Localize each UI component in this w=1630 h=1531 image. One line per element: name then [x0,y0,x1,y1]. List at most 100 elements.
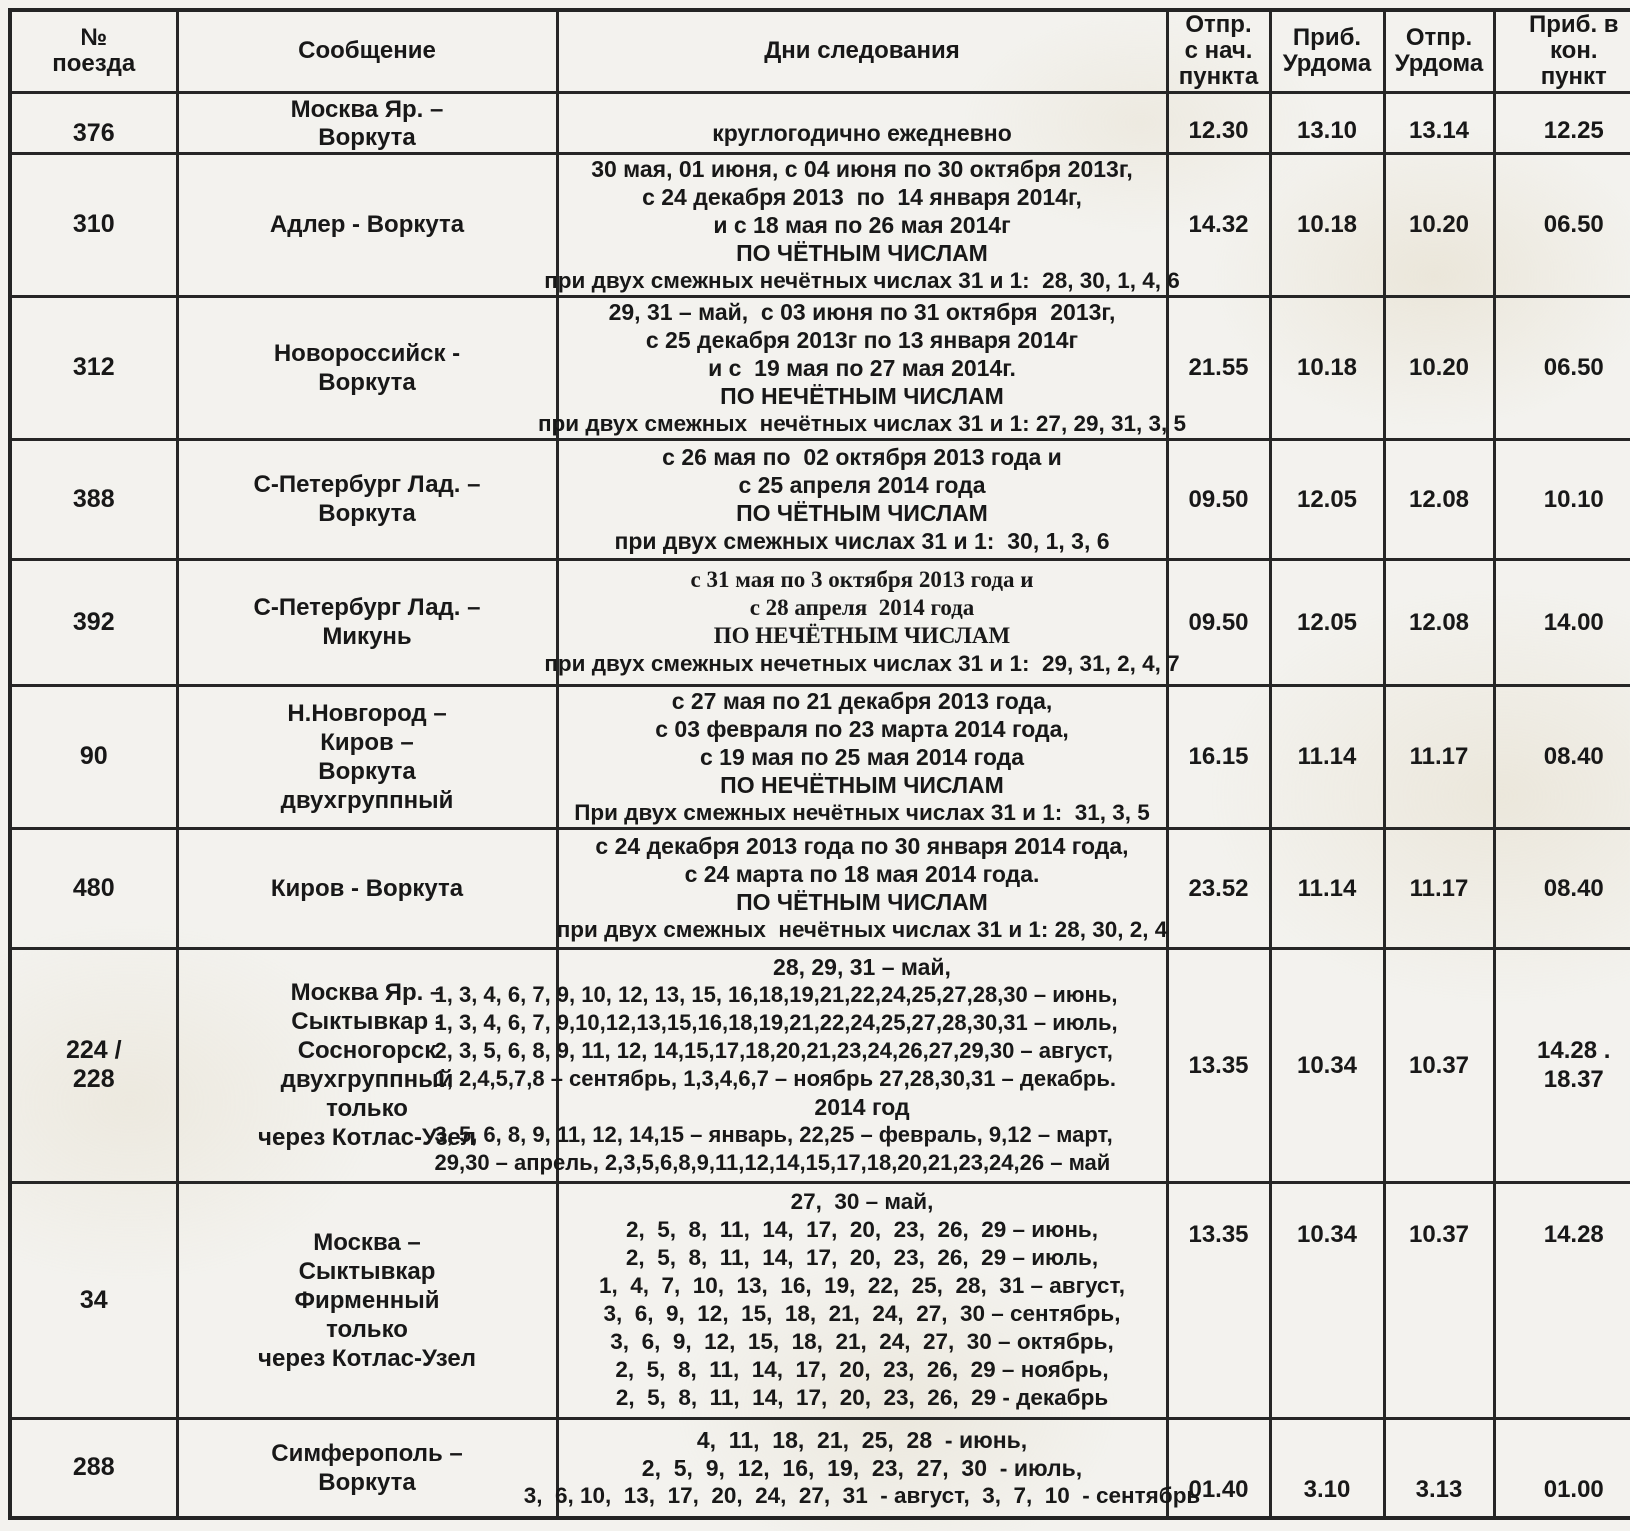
train-number: 376 [8,90,179,155]
day-line: ПО НЕЧЁТНЫМ ЧИСЛАМ [720,382,1004,409]
day-line: 1, 4, 7, 10, 13, 16, 19, 22, 25, 28, 31 … [598,1273,1126,1298]
time-arrival-destination: 12.25 [1492,90,1630,155]
day-line: 1, 2,4,5,7,8 – сентябрь, 1,3,4,6,7 – ноя… [434,1066,1117,1091]
time-departure-urdoma: 12.08 [1382,557,1496,687]
time-departure-origin: 14.32 [1165,151,1272,298]
day-line: ПО НЕЧЁТНЫМ ЧИСЛАМ [713,623,1011,648]
day-line: 29, 31 – май, с 03 июня по 31 октября 20… [608,298,1116,325]
train-route: Москва – Сыктывкар Фирменный только чере… [175,1180,559,1420]
day-line: 2, 5, 8, 11, 14, 17, 20, 23, 26, 29 - де… [615,1385,1109,1410]
train-number: 480 [8,826,179,950]
day-line: с 25 апреля 2014 года [738,472,986,498]
day-line: и с 18 мая по 26 мая 2014г [713,211,1011,238]
day-line: 1, 3, 4, 6, 7, 9, 10, 12, 13, 15, 16,18,… [434,982,1118,1007]
time-arrival-urdoma: 13.10 [1268,90,1386,155]
day-line: с 31 мая по 3 октября 2013 года и [690,567,1034,592]
train-days-cell: 28, 29, 31 – май, 1, 3, 4, 6, 7, 9, 10, … [435,946,1169,1184]
day-line: при двух смежных нечётных числах 31 и 1:… [537,410,1187,436]
time-arrival-destination: 14.28 [1492,1180,1630,1420]
train-route: Москва Яр. – Сыктывкар - Сосногорск двух… [175,946,559,1184]
time-arrival-urdoma: 12.05 [1268,557,1386,687]
train-route: Новороссийск - Воркута [175,294,559,441]
time-arrival-destination: 06.50 [1492,151,1630,298]
day-line: 2014 год [814,1094,910,1120]
time-departure-urdoma: 11.17 [1382,683,1496,830]
train-days-cell: 30 мая, 01 июня, с 04 июня по 30 октября… [544,151,1180,298]
time-departure-origin: 13.35 [1165,1180,1272,1420]
time-departure-urdoma: 10.37 [1382,1180,1496,1420]
time-departure-urdoma: 11.17 [1382,826,1496,950]
table-row-train-288: 288 Симферополь – Воркута 4, 11, 18, 21,… [8,1416,1630,1520]
train-days-cell: круглогодично ежедневно [555,90,1169,155]
day-line: ПО ЧЁТНЫМ ЧИСЛАМ [736,500,988,526]
time-departure-urdoma: 10.20 [1382,151,1496,298]
day-line: и с 19 мая по 27 мая 2014г. [708,354,1016,381]
time-arrival-urdoma: 12.05 [1268,437,1386,561]
time-departure-urdoma: 13.14 [1382,90,1496,155]
time-departure-urdoma: 10.20 [1382,294,1496,441]
train-number: 90 [8,683,179,830]
time-departure-origin: 12.30 [1165,90,1272,155]
train-days-cell: с 31 мая по 3 октября 2013 года и с 28 а… [544,557,1180,687]
time-arrival-destination: 08.40 [1492,826,1630,950]
time-arrival-urdoma: 10.34 [1268,1180,1386,1420]
time-arrival-destination: 14.00 [1492,557,1630,687]
scanned-train-timetable-page: { "table": { "headers": [ "№\nпоезда", "… [0,8,1630,1531]
train-number: 224 / 228 [8,946,179,1184]
col-header-departure-origin: Отпр. с нач. пункта [1165,8,1272,94]
train-days-cell: с 27 мая по 21 декабря 2013 года, с 03 ф… [555,683,1169,830]
train-number: 392 [8,557,179,687]
time-departure-origin: 23.52 [1165,826,1272,950]
time-arrival-urdoma: 10.18 [1268,294,1386,441]
table-row-train-388: 388 С-Петербург Лад. – Воркута с 26 мая … [8,437,1630,561]
day-line: 2, 5, 8, 11, 14, 17, 20, 23, 26, 29 – но… [615,1357,1109,1382]
col-header-arrival-destination: Приб. в кон. пункт [1492,8,1630,94]
train-schedule-table: № поезда Сообщение Дни следования Отпр. … [8,8,1630,1520]
day-line: 28, 29, 31 – май, [773,954,951,980]
day-line: с 26 мая по 02 октября 2013 года и [662,444,1062,470]
day-line: с 28 апреля 2014 года [749,595,975,620]
time-departure-origin: 13.35 [1165,946,1272,1184]
day-line: 3, 6, 9, 12, 15, 18, 21, 24, 27, 30 – се… [603,1301,1121,1326]
table-row-train-480: 480 Киров - Воркута с 24 декабря 2013 го… [8,826,1630,950]
time-arrival-urdoma: 11.14 [1268,683,1386,830]
train-days-cell: 4, 11, 18, 21, 25, 28 - июнь, 2, 5, 9, 1… [524,1416,1200,1520]
train-number: 34 [8,1180,179,1420]
day-line: При двух смежных нечётных числах 31 и 1:… [574,799,1150,825]
time-arrival-destination: 06.50 [1492,294,1630,441]
train-route: С-Петербург Лад. – Воркута [175,437,559,561]
time-arrival-destination: 10.10 [1492,437,1630,561]
time-departure-origin: 21.55 [1165,294,1272,441]
day-line: 27, 30 – май, [790,1189,934,1214]
time-arrival-urdoma: 10.18 [1268,151,1386,298]
time-departure-urdoma: 3.13 [1382,1416,1496,1520]
col-header-days: Дни следования [555,8,1169,94]
day-line: с 24 декабря 2013 года по 30 января 2014… [595,833,1129,859]
col-header-arrival-urdoma: Приб. Урдома [1268,8,1386,94]
table-row-train-34: 34 Москва – Сыктывкар Фирменный только ч… [8,1180,1630,1420]
train-route: Н.Новгород – Киров – Воркута двухгруппны… [175,683,559,830]
day-line: с 24 декабря 2013 по 14 января 2014г, [642,183,1082,210]
time-arrival-destination: 01.00 [1492,1416,1630,1520]
day-line: 3, 5, 6, 8, 9, 11, 12, 14,15 – январь, 2… [434,1122,1113,1147]
day-line: 2, 5, 8, 11, 14, 17, 20, 23, 26, 29 – ию… [625,1245,1099,1270]
day-line: при двух смежных нечётных числах 31 и 1:… [544,267,1180,293]
header-row: № поезда Сообщение Дни следования Отпр. … [8,8,1630,94]
day-line: 3, 6, 9, 12, 15, 18, 21, 24, 27, 30 – ок… [610,1329,1114,1354]
day-line: при двух смежных числах 31 и 1: 30, 1, 3… [614,528,1110,554]
train-number: 312 [8,294,179,441]
day-line: круглогодично ежедневно [712,119,1012,146]
col-header-train-number: № поезда [8,8,179,94]
day-line: с 24 марта по 18 мая 2014 года. [684,861,1040,887]
day-line: 4, 11, 18, 21, 25, 28 - июнь, [696,1426,1028,1453]
day-line: с 19 мая по 25 мая 2014 года [699,743,1025,770]
time-arrival-urdoma: 10.34 [1268,946,1386,1184]
time-departure-origin: 09.50 [1165,437,1272,561]
train-days-cell: с 26 мая по 02 октября 2013 года и с 25 … [555,437,1169,561]
table-row-train-376: 376 Москва Яр. – Воркута круглогодично е… [8,90,1630,155]
col-header-departure-urdoma: Отпр. Урдома [1382,8,1496,94]
table-row-train-312: 312 Новороссийск - Воркута 29, 31 – май,… [8,294,1630,441]
time-arrival-urdoma: 3.10 [1268,1416,1386,1520]
train-days-cell: 29, 31 – май, с 03 июня по 31 октября 20… [538,294,1186,441]
day-line: 2, 5, 8, 11, 14, 17, 20, 23, 26, 29 – ию… [625,1217,1098,1242]
